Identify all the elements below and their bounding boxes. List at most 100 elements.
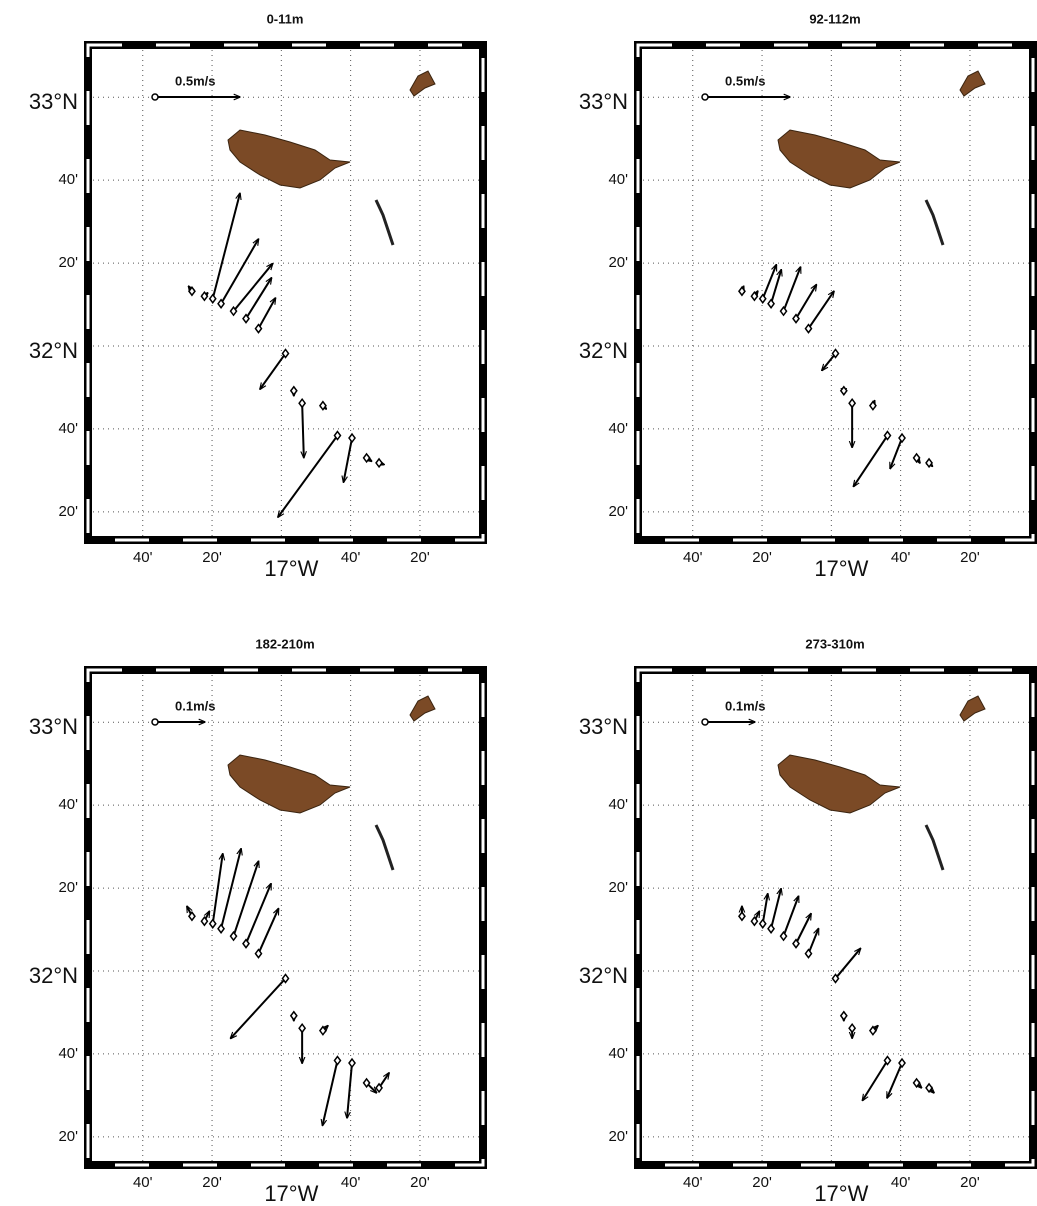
panel-title: 0-11m bbox=[267, 11, 304, 26]
station bbox=[925, 1082, 933, 1094]
station bbox=[883, 1055, 892, 1066]
x-tick-label: 20' bbox=[410, 1174, 430, 1191]
y-tick-label: 33°N bbox=[579, 714, 628, 739]
station bbox=[375, 1082, 383, 1094]
station bbox=[217, 923, 225, 934]
station bbox=[289, 1010, 298, 1022]
map-panel: 92-112m 40' 20' 17°W 40' 20' 33°N 40' 20' 32°N 40'… bbox=[579, 11, 1037, 581]
x-tick-label: 40' bbox=[341, 549, 361, 566]
station bbox=[318, 400, 327, 411]
station bbox=[242, 938, 250, 949]
station bbox=[848, 1022, 857, 1034]
current-vector bbox=[347, 1062, 354, 1118]
station bbox=[758, 293, 767, 304]
current-vector bbox=[761, 894, 768, 924]
y-tick-label: 20' bbox=[608, 503, 628, 520]
station bbox=[362, 1077, 371, 1089]
scale-label: 0.5m/s bbox=[175, 73, 215, 88]
station bbox=[792, 938, 800, 949]
current-vector bbox=[862, 1059, 889, 1101]
map-background bbox=[88, 670, 483, 1165]
island-madeira bbox=[227, 129, 351, 189]
x-tick-label: 20' bbox=[752, 549, 772, 566]
x-tick-label: 17°W bbox=[264, 556, 318, 581]
y-tick-label: 33°N bbox=[29, 89, 78, 114]
station bbox=[217, 298, 225, 309]
y-tick-label: 40' bbox=[58, 796, 78, 813]
x-tick-label: 20' bbox=[202, 549, 222, 566]
current-vector bbox=[807, 929, 820, 954]
station bbox=[333, 430, 342, 441]
current-vector bbox=[231, 977, 287, 1038]
current-vector bbox=[232, 264, 273, 312]
x-tick-label: 40' bbox=[133, 549, 153, 566]
scale-label: 0.5m/s bbox=[725, 73, 765, 88]
y-tick-label: 40' bbox=[608, 1045, 628, 1062]
island-porto-santo bbox=[409, 695, 436, 722]
map-frame-dash bbox=[86, 43, 485, 542]
island-desertas bbox=[374, 824, 395, 871]
x-tick-label: 40' bbox=[683, 1174, 703, 1191]
station bbox=[750, 290, 759, 302]
y-tick-label: 32°N bbox=[579, 338, 628, 363]
current-vector bbox=[822, 352, 837, 370]
y-tick-label: 20' bbox=[58, 1128, 78, 1145]
station bbox=[792, 313, 800, 324]
current-vector bbox=[834, 948, 861, 980]
scale-origin bbox=[701, 93, 709, 101]
current-vector bbox=[853, 434, 889, 487]
y-tick-label: 40' bbox=[58, 1045, 78, 1062]
y-tick-label: 33°N bbox=[29, 714, 78, 739]
map-background bbox=[638, 45, 1033, 540]
current-vector bbox=[260, 352, 287, 389]
y-tick-label: 32°N bbox=[29, 338, 78, 363]
map-panel: 182-210m 40' 20' 17°W 40' 20' 33°N 40' 20' 32°N 40… bbox=[29, 636, 487, 1206]
x-tick-label: 17°W bbox=[814, 1181, 868, 1206]
scale-origin bbox=[151, 93, 159, 101]
y-tick-label: 33°N bbox=[579, 89, 628, 114]
x-tick-label: 40' bbox=[341, 1174, 361, 1191]
station bbox=[333, 1055, 342, 1066]
station bbox=[804, 323, 813, 334]
current-vector bbox=[782, 896, 799, 937]
map-frame-dash bbox=[636, 43, 1035, 542]
map-frame-dash bbox=[86, 668, 485, 1167]
station bbox=[868, 1025, 877, 1036]
station bbox=[839, 1010, 848, 1022]
current-vector bbox=[807, 291, 834, 330]
current-vector bbox=[795, 285, 816, 320]
y-tick-label: 40' bbox=[608, 171, 628, 188]
x-tick-label: 20' bbox=[410, 549, 430, 566]
scale-origin bbox=[151, 718, 159, 726]
current-vector bbox=[211, 854, 223, 924]
island-porto-santo bbox=[409, 70, 436, 97]
station bbox=[898, 1057, 906, 1069]
y-tick-label: 40' bbox=[608, 420, 628, 437]
current-vector bbox=[245, 884, 272, 945]
map-background bbox=[88, 45, 483, 540]
current-vector bbox=[889, 437, 903, 469]
current-vector bbox=[770, 270, 781, 304]
current-vector bbox=[220, 239, 258, 305]
current-vector bbox=[302, 403, 304, 457]
station bbox=[925, 457, 933, 469]
station bbox=[912, 1077, 921, 1089]
station bbox=[208, 918, 217, 929]
station bbox=[229, 930, 238, 942]
x-tick-label: 20' bbox=[960, 549, 980, 566]
station bbox=[779, 930, 788, 942]
island-madeira bbox=[227, 754, 351, 814]
station bbox=[348, 1057, 356, 1069]
panel-title: 273-310m bbox=[805, 636, 864, 651]
y-tick-label: 20' bbox=[608, 1128, 628, 1145]
station bbox=[281, 973, 290, 984]
current-vector bbox=[761, 265, 778, 300]
current-vector bbox=[220, 849, 241, 929]
station bbox=[883, 430, 892, 441]
current-vector bbox=[278, 434, 339, 518]
panel-title: 182-210m bbox=[255, 636, 314, 651]
scale-label: 0.1m/s bbox=[175, 698, 215, 713]
station bbox=[848, 397, 857, 409]
station bbox=[200, 290, 209, 302]
